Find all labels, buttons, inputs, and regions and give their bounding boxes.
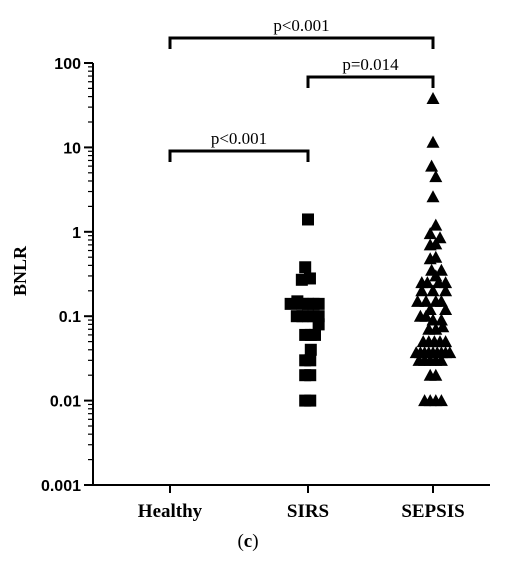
sepsis-point xyxy=(439,303,453,316)
y-tick-label: 0.1 xyxy=(59,309,81,326)
sirs-point xyxy=(299,261,312,274)
sepsis-point xyxy=(429,250,443,263)
caption-close: ) xyxy=(252,531,258,552)
sepsis-point xyxy=(411,294,425,307)
sepsis-point xyxy=(429,368,443,381)
sepsis-point xyxy=(415,284,429,297)
x-tick-label-sepsis: SEPSIS xyxy=(401,501,464,522)
sepsis-point xyxy=(439,284,453,297)
bracket-sirs-sepsis xyxy=(306,75,435,88)
sepsis-point xyxy=(429,218,443,231)
sepsis-point xyxy=(434,353,448,366)
sepsis-point xyxy=(426,135,440,148)
sirs-point xyxy=(295,273,308,286)
sirs-point xyxy=(304,343,317,356)
sirs-point xyxy=(312,318,325,331)
y-tick-label: 1 xyxy=(72,225,81,242)
sepsis-point xyxy=(426,313,440,326)
significance-brackets: p<0.001 p=0.014 p<0.001 xyxy=(168,16,435,162)
y-tick-label: 0.01 xyxy=(50,394,81,411)
y-axis-title: BNLR xyxy=(10,245,30,296)
sirs-point xyxy=(312,297,325,310)
sepsis-point xyxy=(439,276,453,289)
sepsis-point xyxy=(443,346,457,359)
p-value-label: p=0.014 xyxy=(342,55,399,74)
y-tick-label: 10 xyxy=(63,140,81,157)
sepsis-point xyxy=(426,190,440,203)
bracket-healthy-sepsis xyxy=(168,36,435,49)
x-tick-label-sirs: SIRS xyxy=(287,501,329,522)
sirs-point xyxy=(302,213,314,226)
bracket-healthy-sirs xyxy=(168,149,310,162)
sirs-point xyxy=(304,354,317,367)
x-axis: Healthy SIRS SEPSIS xyxy=(93,484,490,522)
sepsis-point xyxy=(434,263,448,276)
sirs-point xyxy=(304,369,317,382)
y-tick-label: 0.001 xyxy=(41,478,81,495)
x-tick-label-healthy: Healthy xyxy=(138,501,203,522)
sirs-point xyxy=(304,394,317,407)
sepsis-point xyxy=(426,91,440,104)
sepsis-point xyxy=(439,335,453,348)
sepsis-point xyxy=(436,320,450,333)
sepsis-point xyxy=(429,170,443,183)
sepsis-point xyxy=(434,313,448,326)
p-value-label: p<0.001 xyxy=(273,16,329,35)
sepsis-point xyxy=(423,227,437,240)
p-value-label: p<0.001 xyxy=(211,129,267,148)
figure-caption: (c) xyxy=(237,531,258,552)
sepsis-point xyxy=(420,276,434,289)
sepsis-point xyxy=(425,159,439,172)
data-points xyxy=(284,91,457,407)
sepsis-point xyxy=(426,284,440,297)
sepsis-point xyxy=(434,294,448,307)
sepsis-point xyxy=(419,309,433,322)
sepsis-point xyxy=(434,394,448,407)
caption-letter: c xyxy=(244,531,252,552)
sirs-point xyxy=(309,328,321,341)
y-tick-label: 100 xyxy=(54,56,81,73)
caption-open: ( xyxy=(237,531,243,552)
sepsis-point xyxy=(429,237,443,250)
sepsis-point xyxy=(419,294,433,307)
y-axis: 100 10 1 0.1 0.01 0.001 xyxy=(41,56,94,495)
